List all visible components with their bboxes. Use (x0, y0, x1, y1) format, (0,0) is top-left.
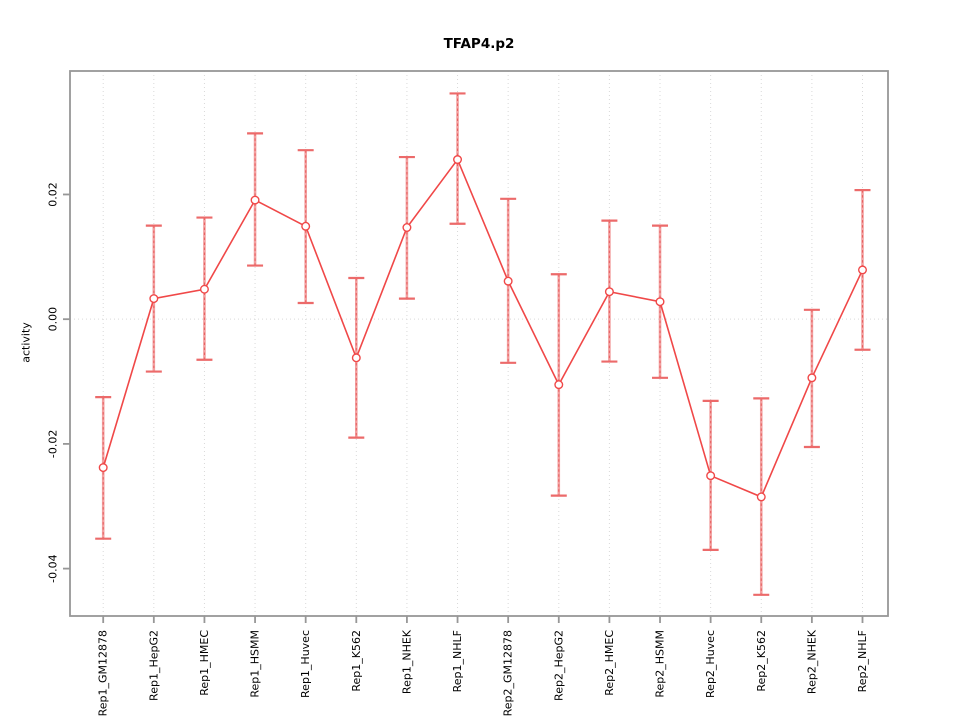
data-point (149, 294, 159, 304)
data-point (554, 380, 564, 390)
x-tick-label: Rep1_HMEC (198, 630, 211, 696)
x-tick-label: Rep2_HepG2 (552, 630, 565, 701)
data-point (858, 265, 868, 275)
y-tick-label: 0.02 (47, 182, 60, 207)
x-tick-label: Rep2_NHLF (856, 630, 869, 692)
data-point (453, 155, 463, 165)
x-tick-label: Rep2_HMEC (603, 630, 616, 696)
data-point (301, 221, 311, 231)
x-tick-label: Rep1_HSMM (249, 630, 262, 698)
data-point (199, 284, 209, 294)
x-tick-label: Rep2_HSMM (654, 630, 667, 698)
data-point (351, 353, 361, 363)
data-point (807, 373, 817, 383)
x-tick-label: Rep2_Huvec (704, 630, 717, 698)
plot-frame (69, 70, 889, 617)
x-tick-label: Rep1_HepG2 (147, 630, 160, 701)
x-tick-label: Rep1_Huvec (299, 630, 312, 698)
data-point (250, 195, 260, 205)
x-tick-label: Rep2_K562 (755, 630, 768, 692)
series-line (102, 157, 864, 498)
data-point (756, 492, 766, 502)
data-point (503, 276, 513, 286)
x-tick-label: Rep1_K562 (350, 630, 363, 692)
y-tick-label: 0.00 (47, 307, 60, 332)
chart-title: TFAP4.p2 (443, 36, 515, 52)
data-point (655, 297, 665, 307)
data-point (604, 287, 614, 297)
x-tick-label: Rep1_NHEK (400, 629, 413, 694)
y-tick-label: -0.04 (47, 554, 60, 582)
y-tick-label: -0.02 (47, 430, 60, 458)
x-tick-label: Rep1_GM12878 (97, 630, 110, 716)
x-tick-label: Rep1_NHLF (451, 630, 464, 692)
data-point (402, 223, 412, 233)
data-point (98, 463, 108, 473)
x-tick-label: Rep2_GM12878 (502, 630, 515, 716)
data-point (706, 471, 716, 481)
x-tick-label: Rep2_NHEK (805, 629, 818, 694)
